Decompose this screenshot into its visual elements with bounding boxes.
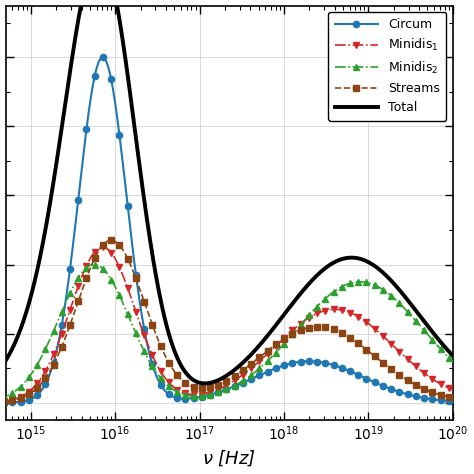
Streams bbox=[372, 354, 377, 359]
Streams bbox=[321, 324, 327, 330]
Circum bbox=[166, 392, 172, 397]
Minidis$_2$ bbox=[321, 297, 327, 303]
Line: Total: Total bbox=[0, 0, 474, 400]
Minidis$_1$ bbox=[166, 380, 172, 385]
Minidis$_1$ bbox=[382, 335, 387, 340]
Total bbox=[186, 373, 191, 379]
Total bbox=[321, 266, 327, 272]
Circum bbox=[100, 55, 105, 60]
Streams bbox=[186, 382, 191, 388]
Minidis$_2$ bbox=[372, 282, 377, 288]
Minidis$_2$ bbox=[0, 395, 5, 401]
Minidis$_1$ bbox=[186, 391, 191, 397]
Streams bbox=[109, 237, 114, 243]
Streams bbox=[166, 360, 172, 365]
Minidis$_2$ bbox=[382, 288, 387, 293]
Total bbox=[372, 263, 377, 269]
Minidis$_2$ bbox=[91, 262, 97, 267]
Minidis$_2$ bbox=[186, 393, 191, 399]
Legend: Circum, Minidis$_1$, Minidis$_2$, Streams, Total: Circum, Minidis$_1$, Minidis$_2$, Stream… bbox=[328, 12, 447, 120]
Minidis$_2$ bbox=[166, 383, 172, 389]
Circum bbox=[321, 360, 327, 365]
Line: Minidis$_1$: Minidis$_1$ bbox=[0, 244, 474, 406]
Circum bbox=[186, 396, 191, 401]
Circum bbox=[382, 383, 387, 389]
Minidis$_1$ bbox=[0, 399, 5, 404]
X-axis label: $\nu$ [Hz]: $\nu$ [Hz] bbox=[202, 449, 256, 468]
Line: Circum: Circum bbox=[0, 54, 474, 406]
Total bbox=[0, 363, 5, 368]
Line: Minidis$_2$: Minidis$_2$ bbox=[0, 261, 474, 406]
Circum bbox=[0, 400, 5, 405]
Minidis$_1$ bbox=[372, 326, 377, 331]
Total bbox=[166, 331, 172, 337]
Minidis$_1$ bbox=[321, 308, 327, 314]
Minidis$_1$ bbox=[100, 245, 105, 250]
Total bbox=[382, 271, 387, 277]
Streams bbox=[382, 361, 387, 367]
Streams bbox=[0, 399, 5, 404]
Line: Streams: Streams bbox=[0, 237, 474, 405]
Circum bbox=[372, 380, 377, 385]
